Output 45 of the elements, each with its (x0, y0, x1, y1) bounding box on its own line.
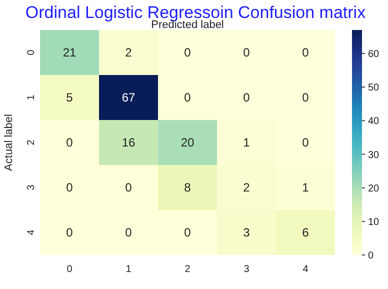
data-label: 21 (62, 46, 76, 60)
data-label: 0 (302, 136, 310, 150)
y-tick-label: 2 (26, 139, 37, 146)
data-label: 0 (66, 226, 74, 240)
data-label: 67 (122, 90, 136, 104)
data-label: 6 (302, 226, 310, 240)
y-axis-title: Actual label (3, 114, 15, 171)
data-label: 0 (184, 226, 192, 240)
data-label: 0 (184, 90, 192, 104)
color-bar-label: 30 (368, 150, 380, 161)
data-label: 0 (243, 46, 250, 60)
data-label: 1 (302, 180, 310, 194)
data-label: 0 (125, 180, 132, 194)
x-tick-label: 4 (302, 264, 309, 275)
x-axis-title: Predicted label (151, 19, 224, 31)
color-bar-label: 0 (368, 250, 374, 262)
data-label: 1 (243, 136, 250, 150)
y-tick-label: 4 (26, 229, 37, 236)
data-label: 20 (180, 136, 194, 150)
x-tick-label: 2 (184, 264, 191, 275)
color-bar-label: 60 (368, 49, 380, 60)
data-label: 5 (66, 90, 74, 104)
data-label: 0 (125, 226, 132, 240)
y-tick-label: 1 (26, 94, 37, 100)
data-label: 0 (66, 180, 74, 194)
chart-title: Ordinal Logistic Regressoin Confusion matrix (25, 3, 366, 22)
data-label: 3 (243, 226, 250, 240)
color-bar-label: 20 (368, 183, 380, 194)
color-bar-label: 40 (368, 116, 380, 128)
x-tick-label: 1 (126, 264, 132, 275)
x-tick-label: 3 (244, 264, 250, 275)
color-bar-label: 10 (368, 216, 380, 228)
data-label: 2 (243, 180, 250, 194)
y-tick-label: 0 (26, 49, 37, 56)
data-label: 0 (243, 90, 250, 104)
data-label: 8 (184, 180, 192, 194)
data-label: 0 (184, 46, 192, 60)
data-label: 0 (302, 46, 310, 60)
data-label: 0 (302, 90, 310, 104)
data-label: 16 (122, 136, 136, 150)
color-bar-label: 50 (368, 82, 380, 94)
x-tick-label: 0 (66, 264, 73, 275)
data-label: 0 (66, 136, 74, 150)
y-tick-label: 3 (26, 184, 37, 190)
data-label: 2 (125, 46, 132, 60)
